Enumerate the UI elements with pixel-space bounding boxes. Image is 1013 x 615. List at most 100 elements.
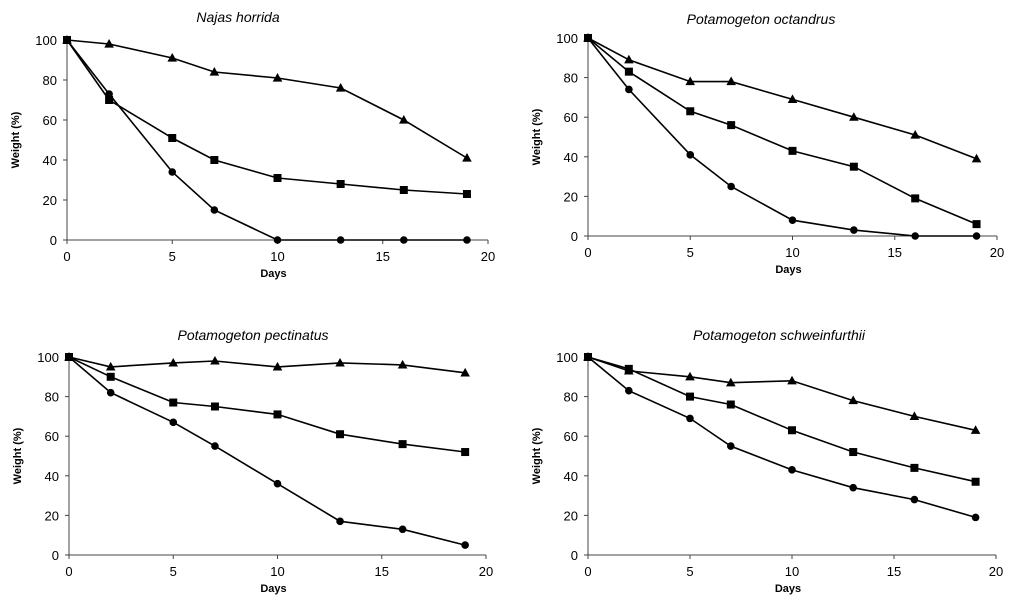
y-tick-label: 60: [564, 429, 578, 444]
data-point-circle: [911, 232, 919, 240]
data-point-square: [788, 146, 797, 155]
series-line-triangle: [587, 37, 977, 160]
data-point-square: [461, 448, 470, 457]
data-point-triangle: [849, 112, 859, 121]
data-point-circle: [336, 517, 344, 526]
data-point-square: [849, 448, 858, 457]
x-tick-label: 0: [584, 564, 591, 579]
data-point-circle: [273, 479, 282, 488]
x-tick-label: 20: [479, 564, 493, 579]
x-tick-label: 10: [270, 249, 284, 264]
data-point-square: [624, 67, 633, 76]
series-line-circle: [68, 356, 466, 546]
data-point-square: [726, 400, 735, 409]
chart-panel-3: Potamogeton pectinatus 0 20 40 60 80 100 0 5 10 15…: [12, 327, 493, 595]
x-tick-label: 5: [169, 249, 176, 264]
x-tick-label: 10: [785, 245, 799, 260]
data-point-triangle: [910, 130, 920, 139]
y-tick-label: 20: [564, 508, 578, 523]
data-point-circle: [63, 36, 71, 44]
data-point-triangle: [209, 67, 220, 76]
data-point-square: [686, 107, 695, 116]
series-line-square: [587, 356, 976, 483]
data-point-circle: [850, 226, 858, 234]
y-tick-label: 100: [556, 31, 578, 46]
data-point-triangle: [624, 54, 634, 64]
chart-title: Najas horrida: [196, 9, 279, 25]
chart-title: Potamogeton schweinfurthii: [693, 327, 866, 343]
data-point-circle: [625, 85, 633, 94]
data-point-circle: [400, 236, 408, 244]
series-line-square: [68, 356, 466, 453]
y-tick-label: 40: [45, 469, 59, 484]
x-tick-label: 10: [270, 564, 284, 579]
x-tick-label: 0: [63, 249, 70, 264]
y-tick-label: 60: [43, 113, 57, 128]
y-tick-label: 0: [571, 548, 578, 563]
y-tick-label: 0: [571, 229, 578, 244]
y-tick-label: 80: [45, 390, 59, 405]
y-tick-label: 100: [37, 350, 59, 365]
chart-panel-1: Najas horrida 0 20 40 60 80 100 0 5 10 15 20 Days Wei…: [10, 9, 495, 280]
data-point-circle: [210, 206, 219, 214]
y-tick-label: 60: [45, 429, 59, 444]
data-point-circle: [463, 236, 471, 244]
data-point-square: [849, 162, 858, 171]
y-tick-label: 20: [45, 508, 59, 523]
data-point-circle: [788, 466, 796, 474]
data-point-square: [398, 440, 407, 449]
data-point-triangle: [970, 425, 981, 434]
data-point-triangle: [685, 371, 695, 381]
data-point-circle: [910, 495, 919, 504]
data-point-triangle: [726, 76, 736, 86]
x-tick-label: 20: [989, 564, 1003, 579]
x-axis-title: Days: [775, 583, 801, 595]
data-point-square: [273, 174, 282, 182]
y-tick-label: 20: [43, 193, 57, 208]
data-point-triangle: [105, 361, 116, 371]
series-line-triangle: [68, 356, 466, 374]
data-point-triangle: [397, 359, 408, 369]
x-tick-label: 5: [687, 245, 694, 260]
data-point-square: [910, 463, 919, 472]
data-point-triangle: [168, 357, 179, 367]
series-line-circle: [66, 39, 467, 241]
x-axis-title: Days: [260, 268, 286, 280]
data-point-square: [105, 96, 114, 104]
data-point-square: [210, 402, 219, 411]
x-tick-label: 15: [375, 564, 389, 579]
y-axis-title: Weight (%): [531, 427, 543, 484]
y-tick-label: 40: [43, 153, 57, 168]
data-point-circle: [584, 34, 592, 42]
data-point-triangle: [685, 76, 696, 86]
data-point-triangle: [726, 377, 736, 387]
data-point-square: [911, 194, 920, 203]
series-line-circle: [587, 356, 976, 519]
data-point-circle: [971, 513, 980, 522]
y-tick-label: 20: [564, 189, 578, 204]
series-line-triangle: [587, 356, 976, 432]
series-line-circle: [587, 37, 977, 237]
x-tick-label: 10: [785, 564, 799, 579]
data-point-circle: [972, 232, 981, 240]
data-point-circle: [168, 168, 177, 176]
data-point-circle: [788, 216, 797, 224]
x-tick-label: 20: [481, 249, 495, 264]
chart-panel-2: Potamogeton octandrus 0 20 40 60 80 100 0 5 10 15 2…: [531, 11, 1004, 276]
data-point-circle: [727, 442, 735, 450]
y-tick-label: 0: [50, 233, 57, 248]
data-point-circle: [65, 353, 73, 361]
chart-panel-4: Potamogeton schweinfurthii 0 20 40 60 80 100 0 5…: [531, 327, 1003, 595]
y-tick-label: 80: [564, 71, 578, 86]
data-point-square: [168, 134, 177, 142]
y-tick-label: 40: [564, 150, 578, 165]
data-point-triangle: [460, 367, 470, 377]
data-point-circle: [336, 236, 345, 244]
data-point-triangle: [210, 355, 220, 365]
data-point-triangle: [399, 115, 409, 124]
y-tick-label: 40: [564, 469, 578, 484]
data-point-circle: [105, 90, 113, 98]
data-point-circle: [398, 525, 407, 534]
data-point-square: [336, 430, 345, 439]
data-point-square: [210, 156, 219, 164]
